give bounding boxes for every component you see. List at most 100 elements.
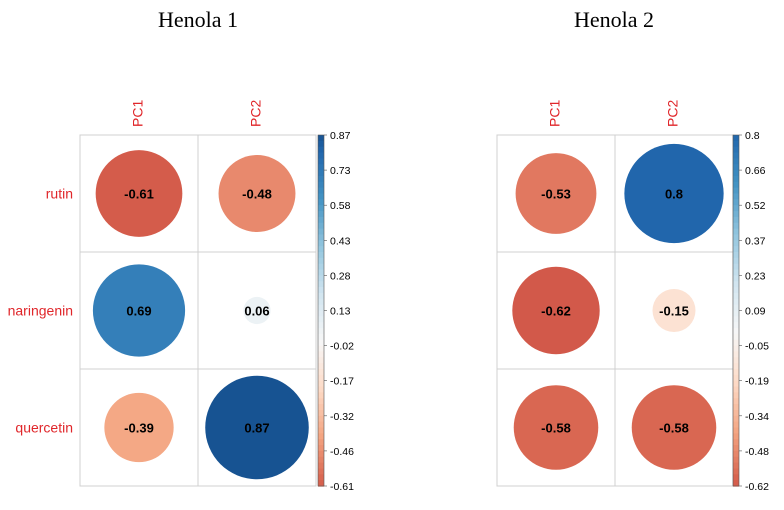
- colorbar-tick-label: -0.62: [745, 481, 769, 493]
- colorbar-segment: [318, 439, 324, 446]
- colorbar-segment: [318, 234, 324, 241]
- colorbar-segment: [318, 287, 324, 294]
- colorbar-segment: [318, 328, 324, 335]
- colorbar-segment: [733, 240, 739, 247]
- colorbar-tick-label: -0.32: [330, 411, 354, 423]
- cell-value-label: 0.87: [244, 421, 269, 436]
- colorbar-tick-label: 0.13: [330, 306, 351, 318]
- colorbar-segment: [318, 386, 324, 393]
- colorbar-segment: [318, 462, 324, 470]
- colorbar-segment: [733, 158, 739, 165]
- colorbar-segment: [318, 228, 324, 236]
- colorbar-segment: [318, 140, 324, 148]
- colorbar-tick-label: 0.43: [330, 235, 351, 247]
- colorbar-tick-label: 0.66: [745, 165, 766, 177]
- colorbar-tick-label: -0.61: [330, 481, 354, 493]
- correlation-circle: [515, 153, 597, 234]
- colorbar-tick-label: 0.09: [745, 306, 766, 318]
- colorbar-segment: [318, 240, 324, 247]
- colorbar-segment: [733, 409, 739, 417]
- colorbar-tick-label: 0.73: [330, 165, 351, 177]
- correlation-circle: [652, 289, 696, 332]
- colorbar-segment: [733, 275, 739, 282]
- cell-value-label: 0.06: [244, 304, 269, 319]
- colorbar-segment: [733, 205, 739, 212]
- colorbar-segment: [318, 281, 324, 288]
- colorbar-tick-label: 0.37: [745, 235, 766, 247]
- chart-title: Henola 1: [158, 7, 238, 32]
- colorbar-segment: [318, 409, 324, 417]
- column-label: PC1: [547, 100, 563, 127]
- colorbar-segment: [318, 392, 324, 399]
- colorbar-segment: [733, 228, 739, 236]
- colorbar-segment: [318, 415, 324, 423]
- colorbar-segment: [733, 333, 739, 341]
- colorbar-segment: [733, 462, 739, 470]
- colorbar-segment: [318, 421, 324, 429]
- colorbar-segment: [733, 392, 739, 399]
- colorbar-segment: [733, 199, 739, 206]
- column-label: PC2: [665, 100, 681, 127]
- cell-value-label: -0.61: [124, 187, 154, 202]
- correlation-circle: [104, 392, 174, 463]
- colorbar-segment: [733, 146, 739, 154]
- colorbar-segment: [318, 292, 324, 300]
- colorbar-segment: [318, 310, 324, 317]
- correlation-circle: [624, 143, 724, 244]
- colorbar-tick-label: 0.23: [745, 270, 766, 282]
- colorbar-segment: [733, 421, 739, 429]
- colorbar-segment: [733, 152, 739, 159]
- colorbar-segment: [318, 205, 324, 212]
- colorbar-segment: [318, 304, 324, 312]
- colorbar-segment: [733, 263, 739, 271]
- colorbar-segment: [733, 345, 739, 353]
- colorbar-segment: [733, 287, 739, 294]
- colorbar-tick-label: 0.87: [330, 130, 351, 142]
- cell-value-label: -0.15: [659, 304, 689, 319]
- colorbar-segment: [318, 164, 324, 171]
- colorbar-tick-label: -0.02: [330, 341, 354, 353]
- colorbar-segment: [318, 456, 324, 464]
- colorbar-segment: [733, 292, 739, 300]
- colorbar-segment: [318, 369, 324, 376]
- colorbar-segment: [733, 135, 739, 142]
- colorbar-segment: [318, 351, 324, 358]
- colorbar-segment: [733, 439, 739, 446]
- colorbar-segment: [733, 380, 739, 388]
- colorbar-segment: [318, 193, 324, 200]
- correlation-circle: [92, 264, 186, 357]
- cell-value-label: -0.58: [541, 421, 571, 436]
- colorbar-segment: [318, 374, 324, 382]
- colorbar-segment: [318, 468, 324, 475]
- colorbar-segment: [318, 211, 324, 218]
- colorbar-segment: [733, 234, 739, 241]
- colorbar-segment: [733, 374, 739, 382]
- colorbar-tick-label: 0.52: [745, 200, 766, 212]
- colorbar-segment: [733, 257, 739, 265]
- cell-value-label: -0.39: [124, 421, 154, 436]
- colorbar-segment: [318, 433, 324, 440]
- correlation-circle: [631, 385, 717, 470]
- colorbar-segment: [318, 357, 324, 364]
- correlation-circle: [513, 385, 599, 470]
- colorbar-segment: [318, 187, 324, 195]
- colorbar-segment: [733, 339, 739, 347]
- colorbar-segment: [733, 468, 739, 475]
- cell-value-label: 0.69: [126, 304, 151, 319]
- colorbar-segment: [318, 363, 324, 370]
- colorbar-segment: [733, 357, 739, 364]
- colorbar-segment: [733, 445, 739, 452]
- row-label: quercetin: [15, 420, 73, 436]
- colorbar-segment: [733, 404, 739, 411]
- colorbar-segment: [733, 480, 739, 487]
- column-label: PC2: [248, 100, 264, 127]
- colorbar-segment: [733, 187, 739, 195]
- cell-value-label: 0.8: [665, 187, 683, 202]
- colorbar-segment: [733, 211, 739, 218]
- colorbar-segment: [318, 252, 324, 259]
- colorbar-segment: [733, 175, 739, 183]
- colorbar-segment: [318, 170, 324, 177]
- colorbar-tick-label: -0.48: [745, 446, 769, 458]
- colorbar-segment: [318, 339, 324, 347]
- colorbar-segment: [318, 404, 324, 411]
